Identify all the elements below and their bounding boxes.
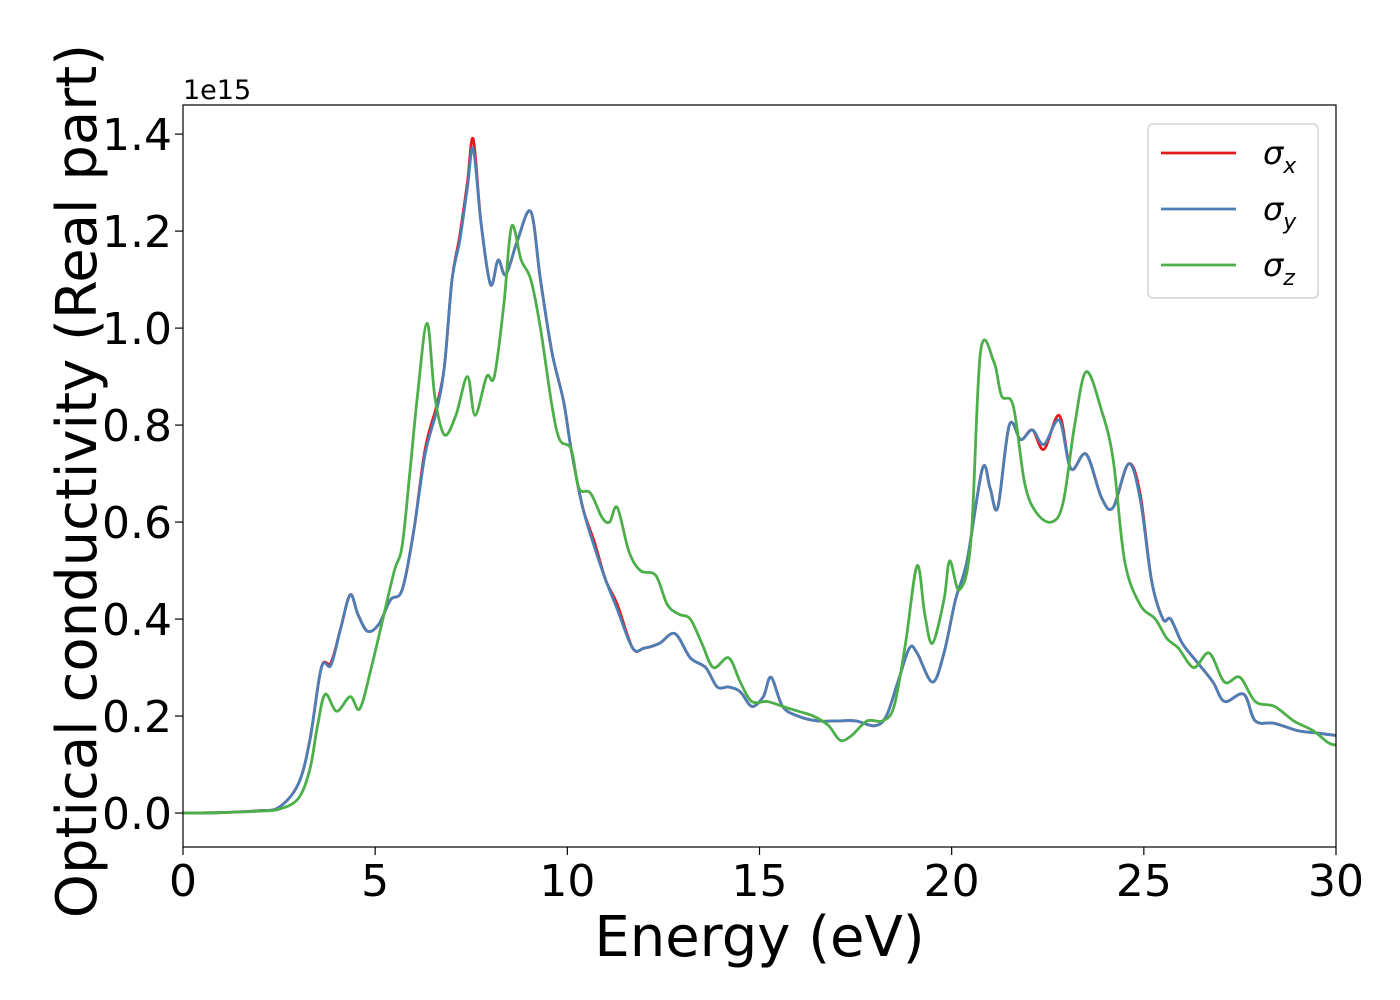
legend-subscript: x <box>1282 154 1297 179</box>
x-tick-label: 0 <box>169 856 197 907</box>
series-layer <box>183 136 1336 815</box>
y-tick-label: 0.8 <box>102 401 172 452</box>
y-tick-label: 1.4 <box>102 110 172 161</box>
y-axis: 0.0 0.2 0.4 0.6 0.8 1.0 1.2 1.4 <box>102 110 183 840</box>
legend-subscript: z <box>1282 266 1295 291</box>
x-tick-label: 30 <box>1308 856 1364 907</box>
x-tick-label: 15 <box>732 856 788 907</box>
y-tick-label: 1.2 <box>102 207 172 258</box>
legend-symbol: σ <box>1263 134 1285 172</box>
legend-symbol: σ <box>1263 190 1285 228</box>
y-tick-label: 0.6 <box>102 498 172 549</box>
y-tick-label: 0.0 <box>102 789 172 840</box>
series-line-sigma-z <box>183 223 1336 815</box>
legend-label-sigma-z: σz <box>1263 246 1295 291</box>
x-tick-label: 5 <box>361 856 389 907</box>
y-tick-label: 0.4 <box>102 595 172 646</box>
series-line-sigma-y <box>183 146 1336 815</box>
y-offset-label: 1e15 <box>183 75 251 106</box>
legend-subscript: y <box>1282 210 1297 235</box>
x-axis: 0 5 10 15 20 25 30 <box>169 847 1364 907</box>
y-tick-label: 0.2 <box>102 692 172 743</box>
legend-label-sigma-x: σx <box>1263 134 1297 179</box>
x-tick-label: 25 <box>1116 856 1172 907</box>
legend-box <box>1147 123 1319 299</box>
y-tick-label: 1.0 <box>102 304 172 355</box>
legend-label-sigma-y: σy <box>1263 190 1297 235</box>
y-axis-label: Optical conductivity (Real part) <box>45 44 110 918</box>
x-tick-label: 20 <box>924 856 980 907</box>
legend-symbol: σ <box>1263 246 1285 284</box>
x-tick-label: 10 <box>539 856 595 907</box>
x-axis-label: Energy (eV) <box>594 905 924 970</box>
